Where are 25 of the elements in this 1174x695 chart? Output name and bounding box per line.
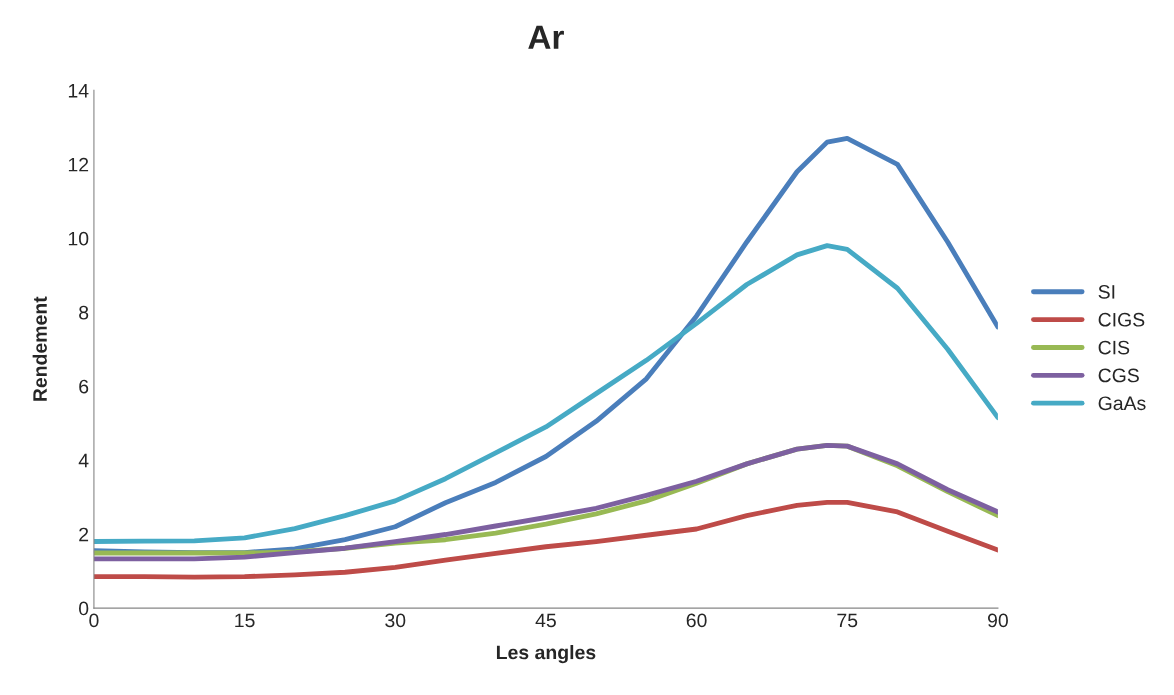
y-axis-title: Rendement [32,296,47,401]
y-tick-label: 2 [79,527,89,542]
y-tick-label: 6 [79,379,89,394]
line-series [93,499,998,580]
y-tick-label: 14 [68,84,89,98]
legend-label: SI [1098,284,1115,299]
legend-label: GaAs [1098,396,1146,411]
y-tick-label: 8 [79,305,89,320]
x-axis-title: Les angles [496,645,596,664]
x-tick-label: 15 [235,613,255,628]
x-tick-label: 75 [837,613,858,628]
chart-title: Ar [528,25,564,49]
legend-label: CIGS [1098,312,1145,327]
x-tick-label: 45 [535,613,556,628]
x-tick-label: 0 [89,613,99,628]
y-tick-label: 0 [79,601,89,616]
x-tick-label: 60 [686,613,707,628]
y-tick-label: 10 [68,231,89,246]
legend-label: CIS [1098,340,1130,355]
y-tick-label: 4 [78,453,89,468]
line-series [93,243,998,544]
y-tick-label: 12 [68,157,89,172]
legend-label: CGS [1098,368,1139,383]
x-tick-label: 90 [988,613,1008,628]
x-tick-label: 30 [385,613,406,628]
